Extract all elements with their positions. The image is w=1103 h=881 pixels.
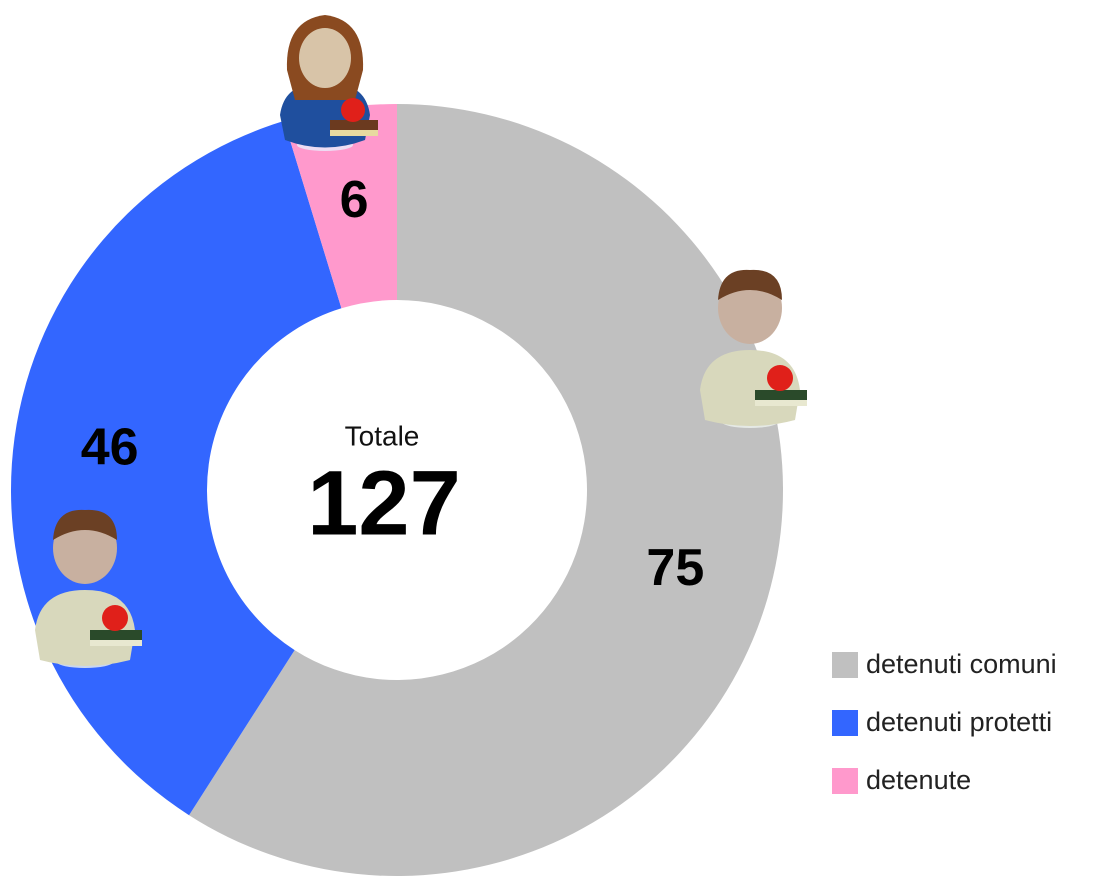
person-icon-female — [280, 15, 378, 151]
value-label: 6 — [340, 171, 369, 229]
legend-swatch — [832, 710, 858, 736]
legend-swatch — [832, 768, 858, 794]
legend-label: detenuti comuni — [866, 649, 1057, 679]
legend-label: detenuti protetti — [866, 707, 1052, 737]
person-icon-male — [35, 509, 142, 668]
center-total: 127 — [307, 452, 461, 554]
person-icon-male — [700, 269, 807, 428]
value-label: 75 — [646, 539, 704, 597]
slice — [189, 104, 784, 876]
value-label: 46 — [81, 418, 139, 476]
icons — [35, 15, 807, 668]
legend-swatch — [832, 652, 858, 678]
center-label: Totale — [345, 420, 420, 451]
legend-label: detenute — [866, 765, 971, 795]
slice — [284, 104, 397, 309]
